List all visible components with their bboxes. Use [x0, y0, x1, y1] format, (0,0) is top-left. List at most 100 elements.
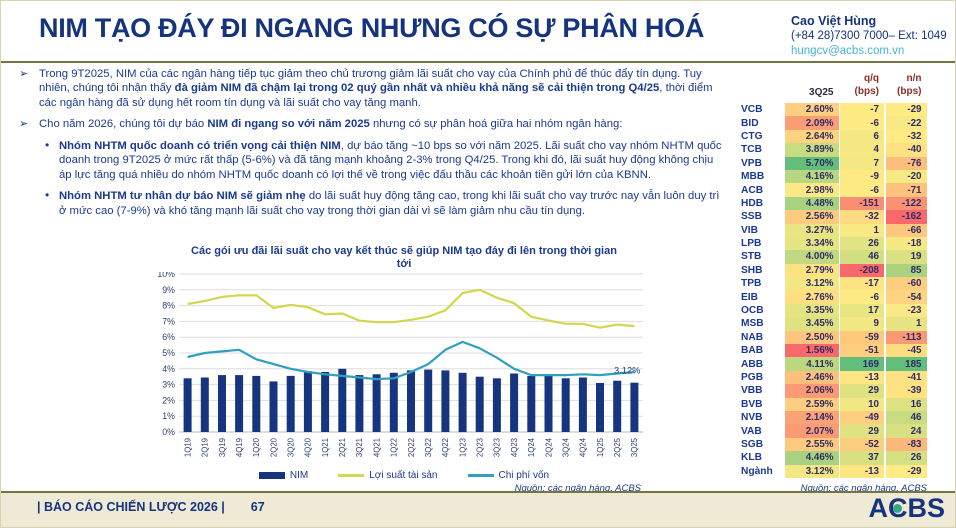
qoq-cell: -32 — [840, 210, 884, 224]
table-row: ACB 2.98% -6 -71 — [739, 183, 929, 197]
svg-text:3Q23: 3Q23 — [493, 438, 502, 457]
header-period: 3Q25 — [809, 87, 834, 98]
yoy-cell: -54 — [885, 290, 927, 304]
summary-bullets: ➢ Trong 9T2025, NIM của các ngân hàng ti… — [19, 67, 727, 225]
svg-text:2%: 2% — [162, 395, 175, 405]
svg-text:4Q20: 4Q20 — [304, 437, 313, 457]
bank-ticker: TCB — [741, 144, 762, 156]
nim-chart-svg: 0% 1% 2% 3% 4% 5% 6% 7% 8% 9% 10% 3.12% 1Q19 2Q19 3Q19… — [157, 269, 643, 457]
svg-text:4Q19: 4Q19 — [235, 438, 244, 457]
qoq-cell: -51 — [840, 344, 884, 358]
nim-cell: 2.07% — [784, 424, 839, 438]
nim-cell: 4.48% — [784, 196, 839, 211]
yoy-cell: -18 — [885, 236, 927, 251]
sub-bullet-1-text: Nhóm NHTM quốc doanh có triển vọng cải t… — [59, 139, 722, 181]
yoy-cell: -162 — [885, 210, 927, 224]
nim-cell: 2.09% — [784, 116, 839, 130]
table-row: NVB 2.14% -49 46 — [739, 410, 929, 425]
qoq-cell: -6 — [840, 290, 884, 304]
qoq-cell: -7 — [840, 103, 884, 117]
table-row: VCB 2.60% -7 -29 — [739, 103, 929, 117]
qoq-cell: 9 — [840, 317, 884, 331]
table-row: BAB 1.56% -51 -45 — [739, 344, 929, 358]
nim-cell: 2.06% — [784, 384, 839, 398]
bank-ticker: ACB — [741, 184, 764, 196]
svg-text:1Q25: 1Q25 — [596, 437, 605, 457]
logo-dot-icon — [892, 504, 902, 513]
svg-text:2Q22: 2Q22 — [407, 438, 416, 457]
yoy-cell: -83 — [885, 437, 927, 452]
svg-text:2Q24: 2Q24 — [544, 437, 553, 457]
yoy-cell: -23 — [885, 303, 927, 318]
table-row: OCB 3.35% 17 -23 — [739, 303, 929, 318]
table-row: CTG 2.64% 6 -32 — [739, 129, 929, 144]
chart-title: Các gói ưu đãi lãi suất cho vay kết thúc… — [191, 245, 617, 270]
qoq-cell: 4 — [840, 143, 884, 157]
svg-text:1%: 1% — [162, 411, 175, 421]
nim-chart-block: Các gói ưu đãi lãi suất cho vay kết thúc… — [153, 245, 655, 494]
yoy-cell: -29 — [885, 464, 927, 478]
yoy-cell: 16 — [885, 397, 927, 411]
footer-band — [1, 493, 955, 527]
bank-ticker: MSB — [741, 318, 764, 330]
table-row: Ngành 3.12% -13 -29 — [739, 464, 929, 478]
table-row: VPB 5.70% 7 -76 — [739, 156, 929, 170]
nim-cell: 3.89% — [784, 143, 839, 157]
header-yoy: n/n (bps) — [897, 73, 922, 97]
legend-label-cost-of-funds: Chi phí vốn — [498, 470, 550, 481]
qoq-cell: 46 — [840, 250, 884, 264]
yoy-cell: -39 — [885, 384, 927, 398]
yoy-cell: -29 — [885, 103, 927, 117]
nim-cell: 4.46% — [784, 451, 839, 465]
svg-text:4Q21: 4Q21 — [372, 438, 381, 457]
bank-ticker: SHB — [741, 264, 763, 276]
bank-ticker: VCB — [741, 104, 763, 116]
nim-cell: 4.00% — [784, 250, 839, 264]
svg-text:3Q24: 3Q24 — [561, 437, 570, 457]
arrow-bullet-icon: ➢ — [19, 118, 29, 131]
table-row: BID 2.09% -6 -22 — [739, 116, 929, 130]
table-row: ABB 4.11% 169 185 — [739, 357, 929, 371]
analyst-email[interactable]: hungcv@acbs.com.vn — [791, 45, 905, 58]
qoq-cell: 29 — [840, 384, 884, 398]
legend-item-cost-of-funds: Chi phí vốn — [467, 470, 550, 481]
bank-ticker: MBB — [741, 171, 765, 183]
analyst-phone: (+84 28)7300 7000– Ext: 1049 — [791, 30, 947, 43]
svg-text:4Q24: 4Q24 — [579, 437, 588, 457]
table-source-note: Nguồn: các ngân hàng, ACBS — [800, 482, 927, 494]
bank-ticker: CTG — [741, 130, 763, 142]
qoq-cell: 10 — [840, 397, 884, 411]
table-row: TPB 3.12% -17 -60 — [739, 277, 929, 291]
bank-ticker: VIB — [741, 224, 758, 236]
bank-ticker: BAB — [741, 345, 764, 357]
nim-cell: 2.50% — [784, 330, 839, 345]
chart-legend: NIM Lợi suất tài sản Chi phí vốn — [153, 469, 655, 482]
svg-text:1Q21: 1Q21 — [321, 438, 330, 457]
yoy-cell: -45 — [885, 344, 927, 358]
qoq-cell: -13 — [840, 370, 884, 385]
yoy-cell: -20 — [885, 169, 927, 184]
svg-text:3Q21: 3Q21 — [355, 438, 364, 457]
yoy-cell: -41 — [885, 370, 927, 385]
nim-cell: 2.79% — [784, 263, 839, 278]
yoy-cell: -60 — [885, 277, 927, 291]
qoq-cell: 169 — [840, 357, 884, 371]
table-row: SSB 2.56% -32 -162 — [739, 210, 929, 224]
svg-text:3Q22: 3Q22 — [424, 438, 433, 457]
nim-cell: 1.56% — [784, 344, 839, 358]
bank-ticker: HDB — [741, 197, 764, 209]
yoy-cell: 26 — [885, 451, 927, 465]
yoy-cell: -22 — [885, 116, 927, 130]
footer-divider — [1, 491, 955, 493]
qoq-cell: -6 — [840, 183, 884, 197]
qoq-cell: -13 — [840, 464, 884, 478]
table-row: HDB 4.48% -151 -122 — [739, 196, 929, 211]
yoy-cell: 46 — [885, 410, 927, 425]
nim-cell: 2.59% — [784, 397, 839, 411]
nim-cell: 2.98% — [784, 183, 839, 197]
yoy-cell: 1 — [885, 317, 927, 331]
bank-ticker: VAB — [741, 425, 762, 437]
qoq-cell: -9 — [840, 169, 884, 184]
svg-text:7%: 7% — [162, 316, 175, 326]
